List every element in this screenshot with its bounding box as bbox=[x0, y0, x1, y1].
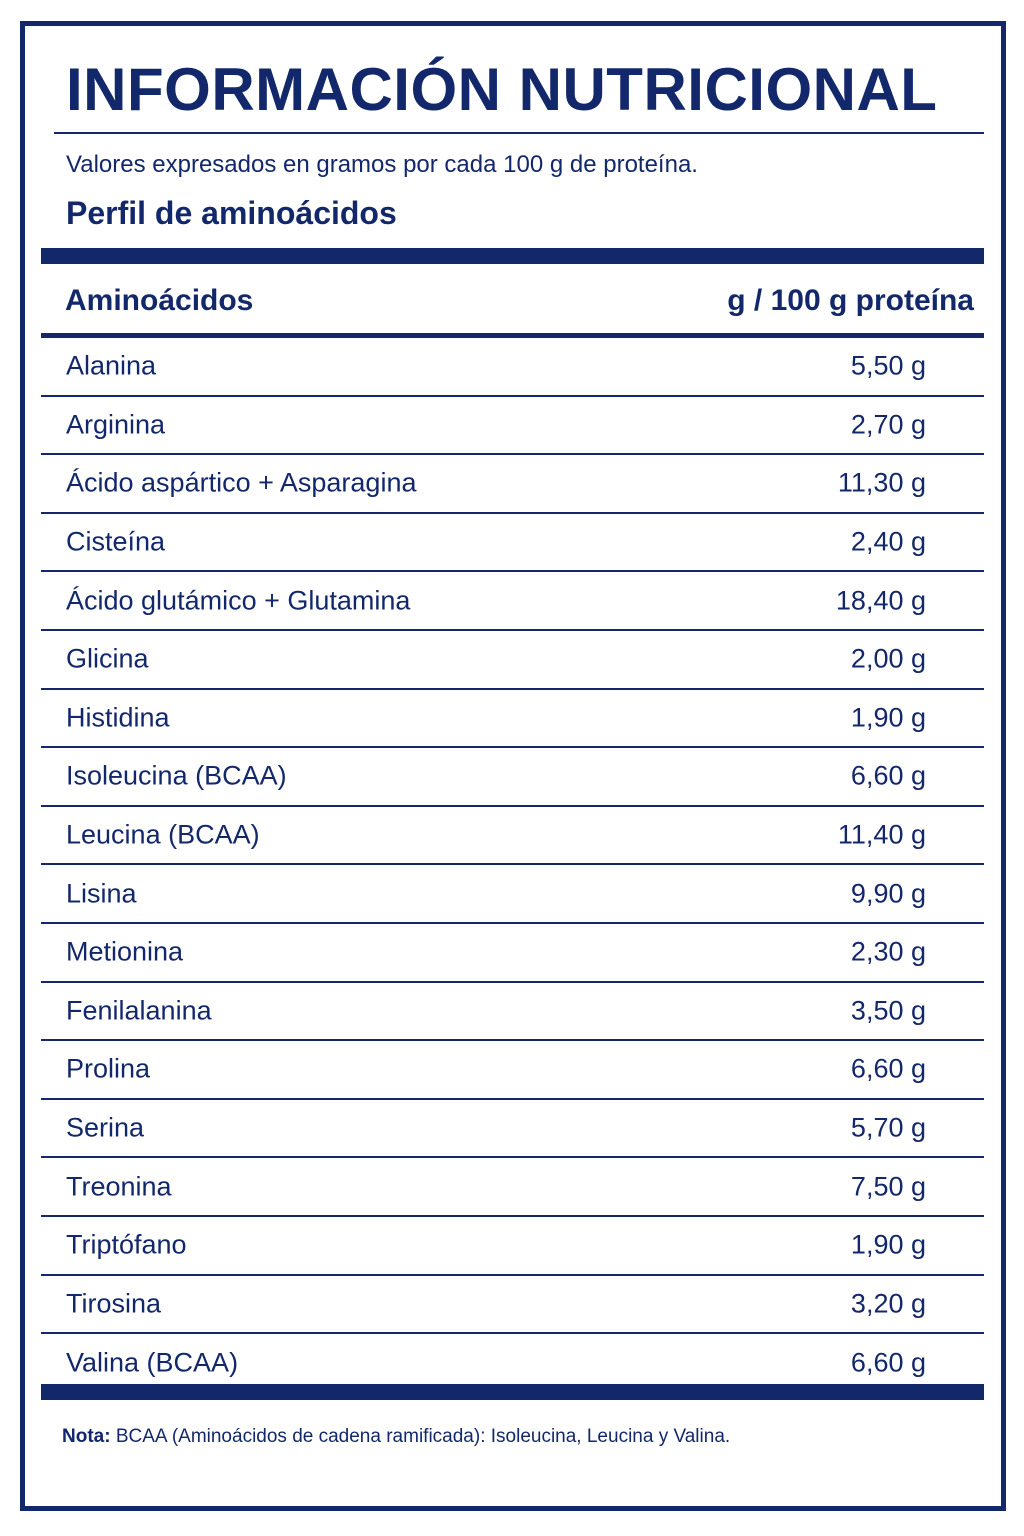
label-frame bbox=[20, 21, 1006, 1511]
footnote: Nota: BCAA (Aminoácidos de cadena ramifi… bbox=[62, 1424, 730, 1450]
table-row: Fenilalanina 3,50 g bbox=[41, 983, 984, 1042]
table-row: Glicina 2,00 g bbox=[41, 631, 984, 690]
header-value: g / 100 g proteína bbox=[727, 284, 974, 317]
row-value: 3,50 g bbox=[850, 995, 926, 1026]
row-value: 6,60 g bbox=[850, 1347, 926, 1378]
row-value: 6,60 g bbox=[850, 1053, 926, 1084]
table-row: Valina (BCAA) 6,60 g bbox=[41, 1334, 984, 1393]
row-value: 5,70 g bbox=[850, 1112, 926, 1143]
header-divider bbox=[41, 333, 984, 338]
title-divider bbox=[54, 132, 984, 134]
table-row: Tirosina 3,20 g bbox=[41, 1276, 984, 1335]
row-name: Leucina (BCAA) bbox=[66, 819, 260, 850]
row-value: 11,40 g bbox=[837, 819, 926, 850]
subtitle: Valores expresados en gramos por cada 10… bbox=[66, 151, 698, 178]
table-row: Metionina 2,30 g bbox=[41, 924, 984, 983]
row-value: 5,50 g bbox=[850, 350, 926, 381]
table-row: Prolina 6,60 g bbox=[41, 1041, 984, 1100]
amino-acid-table: Alanina 5,50 g Arginina 2,70 g Ácido aspár… bbox=[41, 338, 984, 1393]
table-row: Ácido glutámico + Glutamina 18,40 g bbox=[41, 572, 984, 631]
row-value: 1,90 g bbox=[850, 1229, 926, 1260]
table-row: Treonina 7,50 g bbox=[41, 1158, 984, 1217]
row-value: 9,90 g bbox=[850, 878, 926, 909]
page-title: INFORMACIÓN NUTRICIONAL bbox=[66, 56, 938, 123]
table-row: Isoleucina (BCAA) 6,60 g bbox=[41, 748, 984, 807]
row-name: Arginina bbox=[66, 409, 166, 440]
row-value: 11,30 g bbox=[837, 467, 926, 498]
section-title: Perfil de aminoácidos bbox=[66, 195, 397, 231]
row-name: Lisina bbox=[66, 878, 137, 909]
header-name: Aminoácidos bbox=[65, 284, 254, 317]
table-row: Histidina 1,90 g bbox=[41, 690, 984, 749]
row-value: 18,40 g bbox=[835, 585, 926, 616]
table-header: Aminoácidos g / 100 g proteína bbox=[41, 270, 984, 330]
row-value: 3,20 g bbox=[850, 1288, 926, 1319]
row-name: Prolina bbox=[66, 1053, 151, 1084]
row-name: Serina bbox=[66, 1112, 145, 1143]
row-value: 1,90 g bbox=[850, 702, 926, 733]
table-row: Serina 5,70 g bbox=[41, 1100, 984, 1159]
row-name: Tirosina bbox=[66, 1288, 162, 1319]
row-name: Alanina bbox=[66, 350, 157, 381]
table-row: Ácido aspártico + Asparagina 11,30 g bbox=[41, 455, 984, 514]
row-name: Histidina bbox=[66, 702, 170, 733]
row-value: 2,00 g bbox=[850, 643, 926, 674]
footnote-label: Nota: bbox=[62, 1426, 111, 1447]
table-row: Triptófano 1,90 g bbox=[41, 1217, 984, 1276]
table-row: Arginina 2,70 g bbox=[41, 397, 984, 456]
table-row: Lisina 9,90 g bbox=[41, 865, 984, 924]
table-top-bar bbox=[41, 248, 984, 264]
row-name: Treonina bbox=[66, 1171, 172, 1202]
table-row: Alanina 5,50 g bbox=[41, 338, 984, 397]
row-name: Triptófano bbox=[66, 1229, 187, 1260]
row-name: Cisteína bbox=[66, 526, 166, 557]
row-name: Metionina bbox=[66, 936, 184, 967]
row-value: 2,30 g bbox=[850, 936, 926, 967]
row-value: 2,40 g bbox=[850, 526, 926, 557]
row-name: Valina (BCAA) bbox=[66, 1347, 239, 1378]
row-value: 2,70 g bbox=[850, 409, 926, 440]
row-name: Ácido glutámico + Glutamina bbox=[66, 585, 411, 616]
row-value: 6,60 g bbox=[850, 760, 926, 791]
row-value: 7,50 g bbox=[850, 1171, 926, 1202]
row-name: Glicina bbox=[66, 643, 149, 674]
table-bottom-bar bbox=[41, 1384, 984, 1400]
row-name: Fenilalanina bbox=[66, 995, 212, 1026]
footnote-text: BCAA (Aminoácidos de cadena ramificada):… bbox=[115, 1426, 731, 1447]
table-row: Leucina (BCAA) 11,40 g bbox=[41, 807, 984, 866]
row-name: Ácido aspártico + Asparagina bbox=[66, 467, 417, 498]
row-name: Isoleucina (BCAA) bbox=[66, 760, 287, 791]
table-row: Cisteína 2,40 g bbox=[41, 514, 984, 573]
